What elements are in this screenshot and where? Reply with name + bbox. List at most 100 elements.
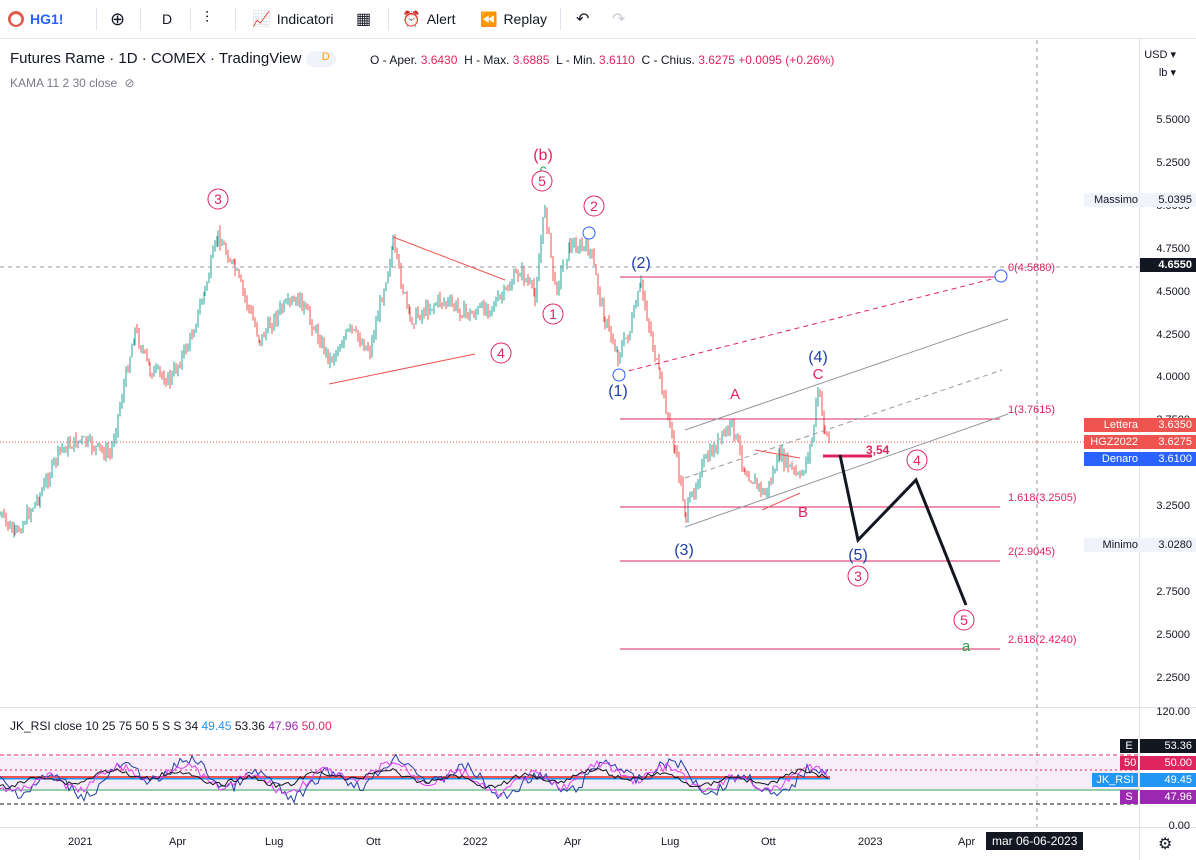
interval-button[interactable]: D	[162, 0, 172, 38]
wave-3-proj-label: 3	[854, 568, 862, 584]
low-value: 3.6110	[599, 53, 635, 67]
fib-anchor-point[interactable]	[994, 269, 1008, 283]
fib-2618-label: 2.618(2.4240)	[1008, 634, 1077, 646]
price-chart[interactable]: 0(4.5880) 1(3.7615) 1.618(3.2505) 2(2.90…	[0, 0, 1139, 827]
unit-selector[interactable]: lb ▾	[1158, 67, 1176, 79]
kama-label: KAMA 11 2 30 close	[10, 76, 118, 90]
wave-5-proj-label: 5	[960, 612, 968, 628]
kama-indicator-legend[interactable]: KAMA 11 2 30 close ⊘	[10, 76, 135, 90]
ask-value-tag: 3.6350	[1140, 418, 1196, 432]
rsi-ma-line	[0, 767, 829, 790]
alert-label: Alert	[426, 11, 456, 27]
toolbar-divider	[140, 8, 141, 30]
close-value: 3.6275	[698, 53, 735, 67]
symbol-tag: HGZ2022	[1084, 435, 1142, 449]
indicators-button[interactable]: 📈 Indicatori	[252, 0, 334, 38]
x-label: Ott	[761, 836, 776, 848]
wedge-line	[754, 449, 801, 459]
fib-0-label: 0(4.5880)	[1008, 262, 1055, 274]
rsi-tick-bottom: 0.00	[1168, 820, 1190, 832]
compare-plus-icon[interactable]: ⊕	[110, 8, 126, 29]
candles	[0, 204, 830, 538]
price-axis-border	[1139, 38, 1140, 860]
rsi-e-value: 53.36	[1140, 739, 1196, 753]
templates-grid-icon[interactable]: ▦	[356, 11, 372, 28]
change-value: +0.0095 (+0.26%)	[738, 53, 835, 67]
wave-c-green-label: c	[540, 161, 547, 177]
x-label: Apr	[169, 836, 187, 848]
elliott-wave-labels: (b) c (2) (1) (3) (4) (5) A B C a	[533, 147, 971, 655]
chart-title: Futures Rame · 1D · COMEX · TradingView …	[10, 50, 336, 68]
redo-icon[interactable]: ↷	[612, 11, 626, 28]
wave-p2-label: (2)	[631, 255, 651, 272]
fib-anchor-point[interactable]	[612, 368, 626, 382]
triangle-lower-line	[328, 353, 476, 385]
x-label: Apr	[564, 836, 582, 848]
wave-C-label: C	[813, 366, 824, 383]
wave-4-2021-label: 4	[497, 345, 505, 361]
max-value-tag: 5.0395	[1140, 193, 1196, 207]
wave-1-label: 1	[549, 306, 557, 322]
rsi-line	[0, 753, 829, 804]
y-tick-label: 5.2500	[1156, 156, 1190, 169]
delayed-badge[interactable]: D	[305, 51, 336, 68]
bar-style-icon[interactable]: ⫶	[205, 10, 210, 27]
rsi-legend[interactable]: JK_RSI close 10 25 75 50 5 S S 34 49.45 …	[10, 719, 332, 733]
time-axis-border	[0, 827, 1196, 828]
wave-p5-label: (5)	[848, 547, 868, 564]
symbol-search[interactable]: ⬤ HG1!	[8, 0, 63, 38]
copper-logo-icon: ⬤	[8, 11, 24, 27]
x-label: 2022	[463, 836, 488, 848]
y-tick-label: 2.7500	[1156, 585, 1190, 598]
channel-lower	[684, 413, 1009, 528]
min-value-tag: 3.0280	[1140, 538, 1196, 552]
wave-p1-label: (1)	[608, 383, 628, 400]
toolbar-divider	[388, 8, 389, 30]
level-354-label: 3,54	[866, 443, 890, 457]
wave-a-green-label: a	[962, 638, 971, 655]
toolbar-divider	[96, 8, 97, 30]
rewind-icon: ⏪	[480, 10, 498, 27]
y-tick-label: 3.2500	[1156, 500, 1190, 513]
y-tick-label: 4.7500	[1156, 242, 1190, 255]
max-tag: Massimo	[1084, 193, 1142, 207]
high-value: 3.6885	[512, 53, 550, 67]
projection-path	[838, 454, 968, 606]
rsi-50-tag: 50	[1120, 756, 1138, 770]
eye-hidden-icon[interactable]: ⊘	[124, 76, 135, 90]
channel-mid	[684, 369, 1003, 479]
y-tick-label: 4.5000	[1156, 285, 1190, 298]
toolbar-divider	[560, 8, 561, 30]
alert-button[interactable]: ⏰ Alert	[402, 0, 455, 38]
ask-tag: Lettera	[1084, 418, 1142, 432]
y-tick-label: 4.0000	[1156, 371, 1190, 384]
crosshair-price-tag: 4.6550	[1140, 258, 1196, 272]
x-label: Apr	[958, 836, 976, 848]
wave-3-2021-label: 3	[214, 191, 222, 207]
circled-wave-labels: 3 4 5 1 2 4 3 5	[207, 170, 975, 631]
bid-tag: Denaro	[1084, 452, 1142, 466]
replay-button[interactable]: ⏪ Replay	[480, 0, 547, 38]
min-tag: Minimo	[1084, 538, 1142, 552]
settings-gear-icon[interactable]: ⚙	[1158, 836, 1173, 853]
rsi-jk-tag: JK_RSI	[1092, 773, 1138, 787]
open-value: 3.6430	[420, 53, 458, 67]
rsi-s-value: 47.96	[1140, 790, 1196, 804]
fib-anchor-point[interactable]	[582, 226, 596, 240]
replay-label: Replay	[503, 11, 548, 27]
ohlc-values: O - Aper. 3.6430 H - Max. 3.6885 L - Min…	[370, 53, 835, 67]
wave-b-label: (b)	[533, 147, 553, 164]
rsi-jk-value: 49.45	[1140, 773, 1196, 787]
symbol-label: HG1!	[30, 11, 64, 27]
fib-extension	[619, 276, 1001, 650]
y-tick-label: 2.5000	[1156, 628, 1190, 641]
currency-selector[interactable]: USD ▾	[1144, 49, 1176, 61]
undo-icon[interactable]: ↶	[576, 11, 590, 28]
cursor-date-tag: mar 06-06-2023	[986, 832, 1084, 850]
wave-B-label: B	[798, 504, 808, 521]
channel-upper	[684, 318, 1009, 431]
rsi-label: JK_RSI close 10 25 75 50 5 S S 34	[10, 719, 199, 733]
pane-separator[interactable]	[0, 707, 1196, 708]
rsi-50-value: 50.00	[1140, 756, 1196, 770]
fib-trend-line	[619, 276, 1001, 374]
